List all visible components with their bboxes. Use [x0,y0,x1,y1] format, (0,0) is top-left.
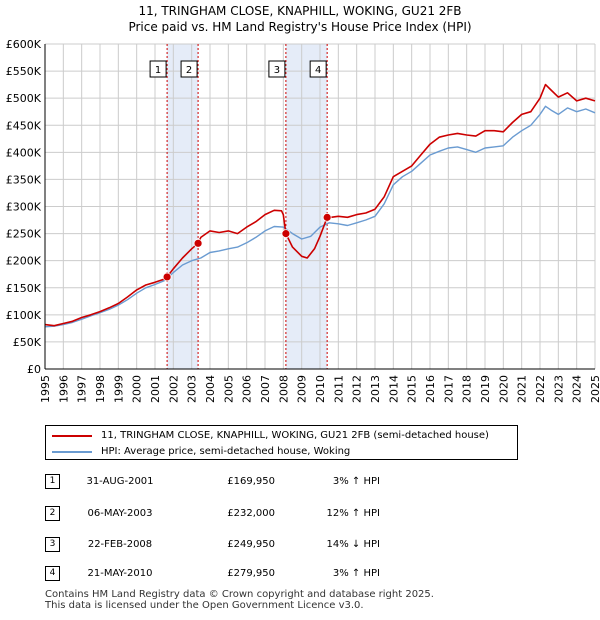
row-date: 21-MAY-2010 [87,568,153,579]
y-tick-label: £150K [6,282,42,295]
sale-point [193,238,203,248]
x-tick-label: 2012 [351,375,364,403]
x-tick-label: 2014 [387,375,400,403]
axes: £0 £50K £100K £150K £200K £250K £300K £350K £400… [6,38,600,403]
x-tick-label: 2008 [277,375,290,403]
sale-label-box [268,60,286,78]
x-tick-label: 2011 [332,375,345,403]
row-badge: 3 [45,537,60,552]
row-badge: 4 [45,566,60,581]
x-tick-label: 2000 [131,375,144,403]
table-row: 1 31-AUG-2001 £169,950 3% ↑ HPI [45,474,445,491]
x-tick-label: 2024 [571,375,584,403]
x-tick-label: 1997 [76,375,89,403]
row-price: £279,950 [227,568,275,579]
y-tick-label: £450K [6,119,42,132]
x-tick-label: 2004 [204,375,217,403]
table-row: 3 22-FEB-2008 £249,950 14% ↓ HPI [45,537,445,554]
x-tick-label: 2015 [406,375,419,403]
y-tick-label: £400K [6,146,42,159]
y-tick-label: £100K [6,309,42,322]
grid [44,43,596,370]
footer-copyright: Contains HM Land Registry data © Crown c… [45,589,434,600]
x-tick-label: 2019 [479,375,492,403]
row-hpi: 14% ↓ HPI [326,539,380,550]
x-tick-label: 2001 [149,375,162,403]
sale-points [162,212,332,282]
row-date: 22-FEB-2008 [87,539,153,550]
x-tick-label: 2025 [589,375,600,403]
row-badge: 1 [45,474,60,489]
series-lines [44,83,596,328]
x-tick-label: 2006 [241,375,254,403]
table-row: 2 06-MAY-2003 £232,000 12% ↑ HPI [45,506,445,523]
sale-label-box [309,60,327,78]
sale-label-box [149,60,167,78]
chart-title: 11, TRINGHAM CLOSE, KNAPHILL, WOKING, GU… [138,4,462,18]
sale-point [322,212,332,222]
x-tick-label: 2023 [552,375,565,403]
sale-label-text: 3 [274,65,280,76]
legend-item-hpi: HPI: Average price, semi-detached house,… [52,446,350,457]
x-tick-label: 2013 [369,375,382,403]
x-tick-label: 2022 [534,375,547,403]
x-tick-label: 2010 [314,375,327,403]
x-tick-label: 2018 [461,375,474,403]
x-tick-label: 2021 [516,375,529,403]
legend-item-property: 11, TRINGHAM CLOSE, KNAPHILL, WOKING, GU… [52,430,489,441]
footer-licence: This data is licensed under the Open Gov… [45,600,364,611]
y-tick-label: £600K [6,38,42,51]
x-tick-label: 2002 [167,375,180,403]
chart-subtitle: Price paid vs. HM Land Registry's House … [128,20,472,34]
sale-label-text: 2 [186,65,192,76]
sale-label-text: 1 [155,65,161,76]
x-tick-label: 2003 [186,375,199,403]
row-date: 31-AUG-2001 [86,476,154,487]
x-tick-label: 1996 [57,375,70,403]
legend-label-property: 11, TRINGHAM CLOSE, KNAPHILL, WOKING, GU… [101,430,489,441]
price-chart: 1 2 3 4 £0 £50K £100K £150K £200K £250K £300K £350… [6,38,600,403]
x-tick-label: 1998 [94,375,107,403]
x-tick-label: 1995 [39,375,52,403]
y-tick-label: £0 [27,363,41,376]
x-tick-label: 2005 [222,375,235,403]
row-hpi: 3% ↑ HPI [332,476,380,487]
legend: 11, TRINGHAM CLOSE, KNAPHILL, WOKING, GU… [45,425,518,460]
x-tick-label: 2007 [259,375,272,403]
sale-label-text: 4 [315,65,321,76]
x-tick-label: 2017 [442,375,455,403]
y-tick-label: £500K [6,92,42,105]
row-hpi: 12% ↑ HPI [326,508,380,519]
sale-labels: 1 2 3 4 [149,60,327,78]
x-tick-label: 2009 [296,375,309,403]
property-price-line [44,83,596,327]
table-row: 4 21-MAY-2010 £279,950 3% ↑ HPI [45,566,445,583]
legend-label-hpi: HPI: Average price, semi-detached house,… [101,446,351,457]
sale-label-box [180,60,198,78]
x-tick-label: 2016 [424,375,437,403]
sale-point [162,272,172,282]
y-tick-label: £350K [6,173,42,186]
x-tick-label: 1999 [112,375,125,403]
row-hpi: 3% ↑ HPI [332,568,380,579]
row-price: £169,950 [227,476,275,487]
row-price: £232,000 [227,508,275,519]
legend-swatch-hpi [52,450,92,453]
y-tick-label: £550K [6,65,42,78]
x-tick-label: 2020 [497,375,510,403]
row-price: £249,950 [227,539,275,550]
sale-point [281,229,291,239]
row-badge: 2 [45,506,60,521]
legend-swatch-property [52,434,92,437]
y-tick-label: £200K [6,255,42,268]
y-tick-label: £250K [6,228,42,241]
y-tick-label: £50K [13,336,42,349]
y-tick-label: £300K [6,201,42,214]
row-date: 06-MAY-2003 [87,508,153,519]
